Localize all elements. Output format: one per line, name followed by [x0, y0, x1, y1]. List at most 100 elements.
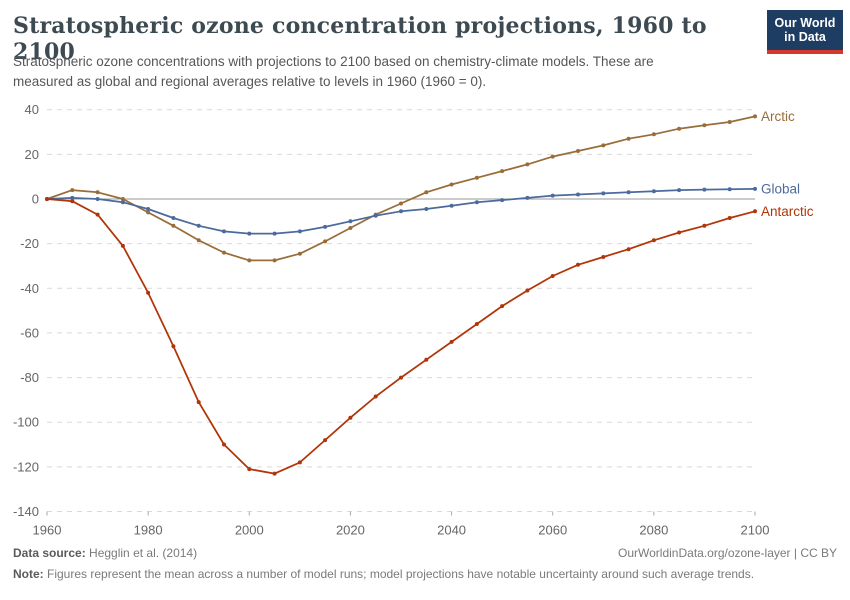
data-point-antarctic[interactable]	[146, 290, 151, 295]
series-label-arctic[interactable]: Arctic	[761, 109, 795, 124]
data-point-arctic[interactable]	[120, 197, 125, 201]
data-point-global[interactable]	[323, 224, 328, 229]
data-point-antarctic[interactable]	[297, 460, 302, 465]
data-point-arctic[interactable]	[70, 188, 75, 193]
x-tick-label: 2060	[538, 523, 567, 538]
data-point-global[interactable]	[399, 209, 403, 214]
data-point-global[interactable]	[677, 188, 682, 193]
data-point-arctic[interactable]	[247, 258, 252, 263]
data-point-arctic[interactable]	[399, 201, 403, 206]
data-point-global[interactable]	[348, 219, 353, 224]
data-point-global[interactable]	[247, 231, 252, 236]
data-point-global[interactable]	[500, 198, 505, 203]
owid-logo[interactable]: Our World in Data	[767, 10, 843, 54]
data-point-antarctic[interactable]	[373, 394, 378, 399]
data-point-global[interactable]	[449, 203, 454, 208]
data-point-arctic[interactable]	[601, 143, 606, 148]
data-point-global[interactable]	[727, 187, 732, 192]
note-label: Note:	[13, 567, 44, 581]
y-tick-label: -120	[13, 459, 39, 474]
data-source-value: Hegglin et al. (2014)	[85, 546, 198, 560]
data-point-global[interactable]	[70, 195, 75, 200]
data-point-arctic[interactable]	[474, 175, 479, 180]
data-point-antarctic[interactable]	[323, 438, 328, 443]
data-point-antarctic[interactable]	[45, 197, 49, 201]
data-point-arctic[interactable]	[196, 238, 201, 243]
data-point-antarctic[interactable]	[702, 223, 707, 228]
data-point-global[interactable]	[651, 189, 656, 194]
data-point-arctic[interactable]	[272, 258, 277, 263]
data-point-arctic[interactable]	[753, 114, 757, 119]
note-value: Figures represent the mean across a numb…	[43, 567, 755, 581]
data-point-global[interactable]	[474, 200, 479, 205]
data-point-antarctic[interactable]	[677, 230, 682, 235]
data-point-arctic[interactable]	[626, 136, 631, 141]
data-point-global[interactable]	[222, 229, 226, 234]
data-point-global[interactable]	[196, 223, 201, 228]
data-point-arctic[interactable]	[651, 132, 656, 137]
owid-logo-line1: Our World	[774, 15, 836, 30]
data-point-antarctic[interactable]	[399, 375, 403, 380]
data-point-antarctic[interactable]	[247, 467, 252, 472]
y-tick-label: -140	[13, 504, 39, 519]
data-point-antarctic[interactable]	[626, 247, 631, 252]
data-point-arctic[interactable]	[576, 149, 580, 153]
data-point-antarctic[interactable]	[601, 255, 606, 259]
data-point-arctic[interactable]	[95, 190, 100, 195]
data-point-antarctic[interactable]	[272, 471, 277, 476]
data-point-arctic[interactable]	[171, 223, 176, 228]
data-point-antarctic[interactable]	[424, 357, 429, 362]
data-point-global[interactable]	[525, 195, 530, 200]
data-point-antarctic[interactable]	[500, 304, 505, 309]
data-point-antarctic[interactable]	[474, 322, 479, 326]
data-point-arctic[interactable]	[727, 120, 732, 124]
data-point-antarctic[interactable]	[171, 344, 176, 349]
data-point-global[interactable]	[753, 186, 757, 191]
data-point-antarctic[interactable]	[727, 216, 732, 220]
data-point-antarctic[interactable]	[576, 262, 580, 267]
data-point-arctic[interactable]	[222, 250, 226, 255]
data-point-arctic[interactable]	[677, 126, 682, 131]
data-point-antarctic[interactable]	[196, 400, 201, 405]
data-point-global[interactable]	[601, 191, 606, 196]
data-point-antarctic[interactable]	[525, 288, 530, 293]
data-point-global[interactable]	[626, 190, 631, 195]
data-point-antarctic[interactable]	[120, 243, 125, 248]
series-label-antarctic[interactable]: Antarctic	[761, 204, 814, 219]
series-line-antarctic[interactable]	[46, 198, 756, 475]
data-point-arctic[interactable]	[702, 123, 707, 128]
data-point-global[interactable]	[550, 193, 555, 198]
data-point-global[interactable]	[171, 216, 176, 220]
data-point-antarctic[interactable]	[550, 274, 555, 278]
data-point-global[interactable]	[373, 213, 378, 218]
data-point-arctic[interactable]	[525, 162, 530, 167]
data-point-arctic[interactable]	[323, 239, 328, 244]
data-point-global[interactable]	[146, 207, 151, 211]
data-point-global[interactable]	[272, 231, 277, 236]
data-point-global[interactable]	[95, 197, 100, 201]
data-point-global[interactable]	[120, 200, 125, 205]
data-point-arctic[interactable]	[424, 190, 429, 195]
data-point-antarctic[interactable]	[753, 209, 757, 214]
data-point-global[interactable]	[297, 229, 302, 234]
series-label-global[interactable]: Global	[761, 181, 800, 196]
series-line-arctic[interactable]	[46, 115, 756, 262]
data-point-antarctic[interactable]	[70, 199, 75, 204]
data-point-global[interactable]	[576, 192, 580, 197]
data-point-global[interactable]	[702, 187, 707, 192]
data-point-global[interactable]	[424, 207, 429, 211]
data-point-arctic[interactable]	[449, 182, 454, 187]
data-point-antarctic[interactable]	[95, 212, 100, 217]
data-point-antarctic[interactable]	[449, 339, 454, 344]
data-point-antarctic[interactable]	[222, 442, 226, 447]
data-point-arctic[interactable]	[550, 154, 555, 159]
data-point-arctic[interactable]	[297, 251, 302, 256]
data-point-antarctic[interactable]	[651, 238, 656, 243]
data-point-antarctic[interactable]	[348, 415, 353, 420]
data-point-arctic[interactable]	[348, 226, 353, 230]
y-tick-label: -40	[20, 281, 39, 296]
data-point-arctic[interactable]	[146, 210, 151, 215]
data-point-arctic[interactable]	[500, 169, 505, 174]
owid-link[interactable]: OurWorldinData.org/ozone-layer | CC BY	[618, 546, 837, 560]
